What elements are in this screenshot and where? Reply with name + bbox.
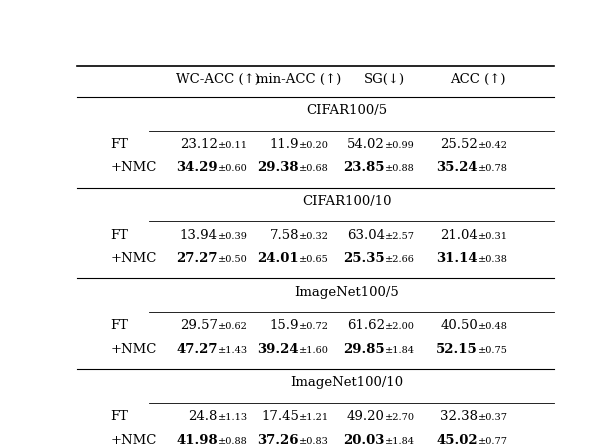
Text: ±0.32: ±0.32	[299, 232, 329, 241]
Text: 37.26: 37.26	[257, 434, 299, 447]
Text: ±1.84: ±1.84	[385, 346, 415, 355]
Text: 7.58: 7.58	[269, 228, 299, 241]
Text: ±0.11: ±0.11	[218, 141, 248, 150]
Text: 29.85: 29.85	[343, 343, 385, 356]
Text: 24.01: 24.01	[257, 252, 299, 265]
Text: 17.45: 17.45	[261, 410, 299, 423]
Text: ACC (↑): ACC (↑)	[450, 73, 506, 86]
Text: FT: FT	[110, 138, 128, 151]
Text: ±0.48: ±0.48	[478, 323, 508, 332]
Text: ±0.99: ±0.99	[385, 141, 415, 150]
Text: ±0.50: ±0.50	[218, 255, 248, 264]
Text: 54.02: 54.02	[347, 138, 385, 151]
Text: ±1.60: ±1.60	[299, 346, 329, 355]
Text: ±0.31: ±0.31	[478, 232, 508, 241]
Text: ImageNet100/5: ImageNet100/5	[294, 285, 399, 298]
Text: ±0.88: ±0.88	[385, 164, 415, 173]
Text: 21.04: 21.04	[440, 228, 478, 241]
Text: ±0.38: ±0.38	[478, 255, 508, 264]
Text: 41.98: 41.98	[176, 434, 218, 447]
Text: ±0.77: ±0.77	[478, 436, 508, 446]
Text: 23.12: 23.12	[180, 138, 218, 151]
Text: 20.03: 20.03	[344, 434, 385, 447]
Text: ±2.66: ±2.66	[385, 255, 415, 264]
Text: 25.35: 25.35	[343, 252, 385, 265]
Text: 35.24: 35.24	[436, 161, 478, 174]
Text: CIFAR100/5: CIFAR100/5	[306, 104, 387, 117]
Text: 15.9: 15.9	[269, 319, 299, 332]
Text: ±0.75: ±0.75	[478, 346, 508, 355]
Text: 49.20: 49.20	[347, 410, 385, 423]
Text: ±0.65: ±0.65	[299, 255, 329, 264]
Text: 31.14: 31.14	[436, 252, 478, 265]
Text: 23.85: 23.85	[344, 161, 385, 174]
Text: ±2.70: ±2.70	[385, 413, 415, 422]
Text: FT: FT	[110, 319, 128, 332]
Text: 27.27: 27.27	[176, 252, 218, 265]
Text: +NMC: +NMC	[110, 434, 157, 447]
Text: ±1.21: ±1.21	[299, 413, 329, 422]
Text: 47.27: 47.27	[176, 343, 218, 356]
Text: 34.29: 34.29	[176, 161, 218, 174]
Text: 45.02: 45.02	[436, 434, 478, 447]
Text: FT: FT	[110, 410, 128, 423]
Text: ±0.60: ±0.60	[218, 164, 248, 173]
Text: ±0.20: ±0.20	[299, 141, 329, 150]
Text: 39.24: 39.24	[257, 343, 299, 356]
Text: 63.04: 63.04	[347, 228, 385, 241]
Text: 11.9: 11.9	[269, 138, 299, 151]
Text: ±0.39: ±0.39	[218, 232, 248, 241]
Text: +NMC: +NMC	[110, 343, 157, 356]
Text: CIFAR100/10: CIFAR100/10	[302, 195, 392, 208]
Text: ±2.00: ±2.00	[385, 323, 415, 332]
Text: 40.50: 40.50	[440, 319, 478, 332]
Text: min-ACC (↑): min-ACC (↑)	[256, 73, 342, 86]
Text: ±1.43: ±1.43	[218, 346, 248, 355]
Text: ±0.68: ±0.68	[299, 164, 329, 173]
Text: WC-ACC (↑): WC-ACC (↑)	[176, 73, 260, 86]
Text: ±0.72: ±0.72	[299, 323, 329, 332]
Text: ±1.13: ±1.13	[218, 413, 248, 422]
Text: ImageNet100/10: ImageNet100/10	[290, 376, 403, 389]
Text: ±0.83: ±0.83	[299, 436, 329, 446]
Text: 25.52: 25.52	[440, 138, 478, 151]
Text: 61.62: 61.62	[347, 319, 385, 332]
Text: FT: FT	[110, 228, 128, 241]
Text: ±2.57: ±2.57	[385, 232, 415, 241]
Text: ±0.78: ±0.78	[478, 164, 508, 173]
Text: ±0.42: ±0.42	[478, 141, 508, 150]
Text: +NMC: +NMC	[110, 252, 157, 265]
Text: 32.38: 32.38	[440, 410, 478, 423]
Text: 29.57: 29.57	[180, 319, 218, 332]
Text: ±0.88: ±0.88	[218, 436, 248, 446]
Text: +NMC: +NMC	[110, 161, 157, 174]
Text: 24.8: 24.8	[188, 410, 218, 423]
Text: 52.15: 52.15	[436, 343, 478, 356]
Text: ±0.62: ±0.62	[218, 323, 248, 332]
Text: ±0.37: ±0.37	[478, 413, 508, 422]
Text: ±1.84: ±1.84	[385, 436, 415, 446]
Text: 29.38: 29.38	[257, 161, 299, 174]
Text: 13.94: 13.94	[180, 228, 218, 241]
Text: SG(↓): SG(↓)	[364, 73, 405, 86]
